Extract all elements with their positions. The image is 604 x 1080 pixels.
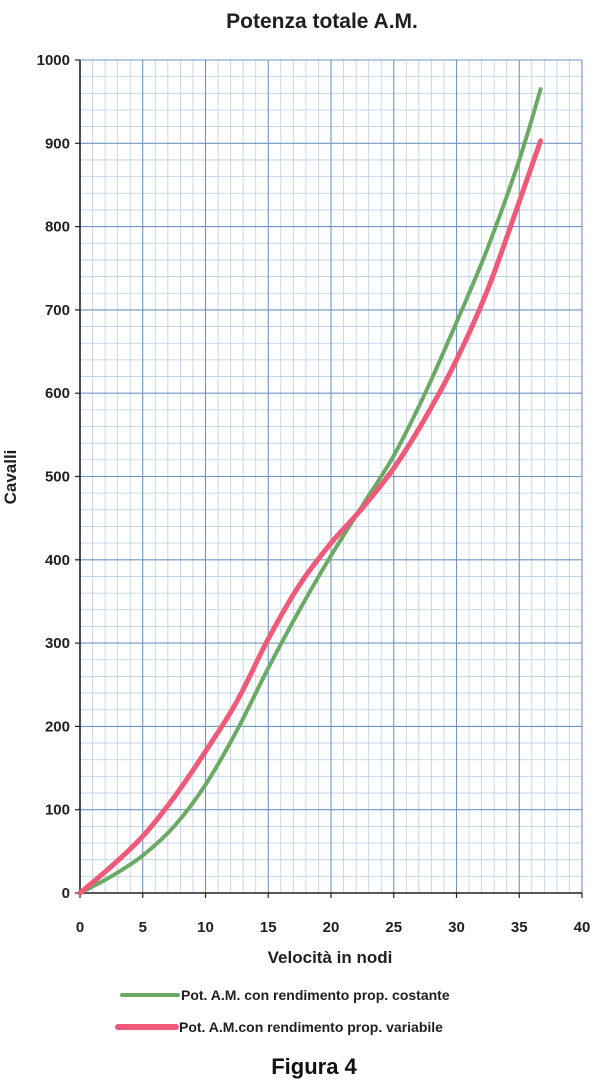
x-tick-label: 40: [574, 919, 591, 936]
axes: [75, 59, 583, 898]
y-tick-label: 500: [45, 469, 70, 486]
y-tick-label: 800: [45, 219, 70, 236]
x-tick-label: 10: [197, 919, 214, 936]
y-tick-label: 100: [45, 802, 70, 819]
y-tick-label: 1000: [37, 52, 70, 69]
x-tick-label: 15: [260, 919, 277, 936]
series-lines: [77, 87, 544, 896]
y-tick-label: 300: [45, 635, 70, 652]
figure-caption: Figura 4: [271, 1054, 357, 1079]
y-tick-label: 600: [45, 385, 70, 402]
legend-entry-costante: Pot. A.M. con rendimento prop. costante: [181, 987, 450, 1003]
y-tick-label: 0: [62, 885, 70, 902]
x-tick-label: 35: [511, 919, 528, 936]
y-tick-label: 200: [45, 718, 70, 735]
tick-labels: 0 5 10 15 20 25 30 35 40010020030040050060070080…: [37, 52, 591, 936]
y-tick-label: 900: [45, 135, 70, 152]
x-tick-label: 20: [323, 919, 340, 936]
y-tick-label: 400: [45, 552, 70, 569]
x-tick-label: 0: [76, 919, 84, 936]
legend-entry-variabile: Pot. A.M.con rendimento prop. variabile: [179, 1019, 443, 1035]
series-line-costante: [78, 87, 543, 895]
y-tick-label: 700: [45, 302, 70, 319]
y-axis-label: Cavalli: [1, 450, 20, 505]
x-tick-label: 5: [139, 919, 147, 936]
x-axis-label: Velocità in nodi: [268, 948, 393, 967]
x-tick-label: 25: [385, 919, 402, 936]
series-line-variabile: [77, 138, 544, 896]
legend: Pot. A.M. con rendimento prop. costante …: [115, 987, 450, 1035]
x-tick-label: 30: [448, 919, 465, 936]
chart-title: Potenza totale A.M.: [226, 10, 418, 33]
